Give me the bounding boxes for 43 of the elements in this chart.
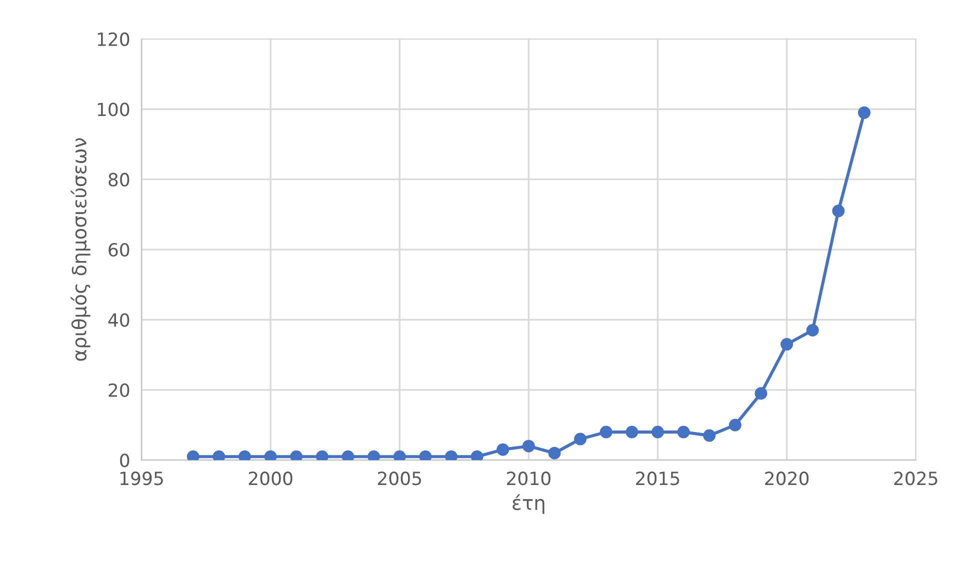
point bbox=[496, 443, 510, 456]
y-tick-label: 20 bbox=[108, 383, 130, 398]
point bbox=[806, 324, 819, 337]
point bbox=[548, 446, 561, 460]
point bbox=[600, 426, 612, 438]
point bbox=[212, 450, 226, 460]
y-tick-label: 120 bbox=[98, 32, 130, 46]
x-tick-label: 2025 bbox=[894, 472, 938, 486]
y-axis-title: αριθμός δημοσιεύσεων bbox=[70, 138, 90, 361]
point bbox=[574, 432, 587, 446]
point bbox=[626, 426, 638, 438]
point bbox=[651, 426, 664, 438]
y-tick-label: 80 bbox=[108, 172, 130, 186]
x-tick-label: 2020 bbox=[765, 472, 809, 486]
x-tick-label: 2005 bbox=[378, 472, 422, 486]
y-tick-label: 60 bbox=[108, 243, 130, 257]
y-tick-label: 100 bbox=[98, 102, 130, 116]
y-tick-label: 40 bbox=[108, 313, 130, 327]
point bbox=[780, 338, 794, 351]
x-tick-label: 1995 bbox=[120, 472, 163, 486]
point bbox=[186, 450, 200, 460]
point bbox=[832, 204, 845, 218]
point bbox=[368, 450, 380, 460]
x-tick-label: 2015 bbox=[636, 472, 680, 486]
point bbox=[703, 429, 716, 442]
point bbox=[728, 418, 742, 432]
x-tick-label: 2010 bbox=[507, 472, 550, 486]
x-axis-title: έτη bbox=[512, 494, 544, 514]
point bbox=[342, 450, 354, 460]
point bbox=[858, 106, 870, 119]
point bbox=[754, 387, 768, 400]
point bbox=[522, 440, 535, 452]
point bbox=[444, 450, 458, 460]
point bbox=[470, 450, 484, 460]
point bbox=[264, 450, 277, 460]
point bbox=[677, 426, 690, 438]
x-tick-label: 2000 bbox=[248, 472, 292, 486]
point bbox=[419, 450, 432, 460]
point bbox=[393, 450, 406, 460]
point bbox=[238, 450, 251, 460]
point bbox=[290, 450, 303, 460]
point bbox=[316, 450, 328, 460]
y-tick-label: 0 bbox=[120, 454, 130, 468]
